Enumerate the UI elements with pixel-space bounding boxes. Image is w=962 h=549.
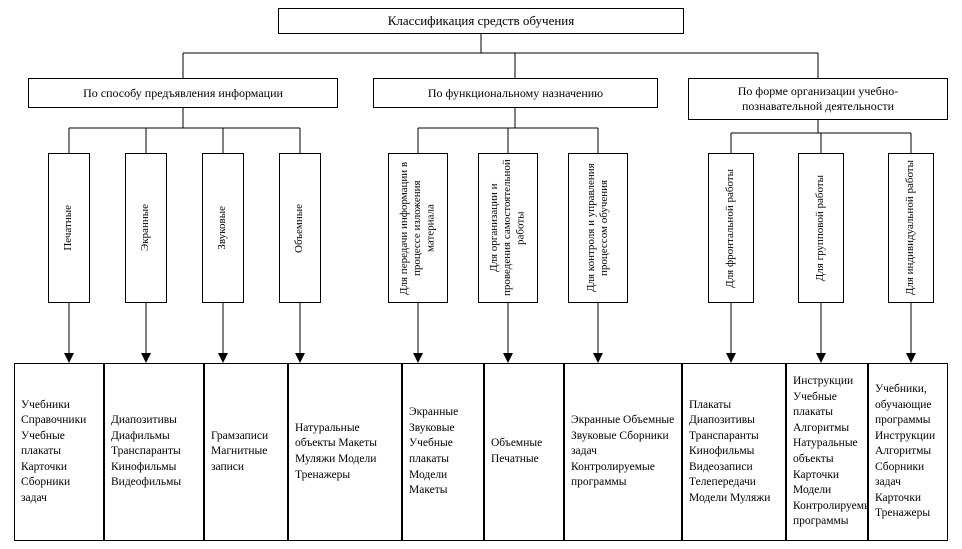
classification-diagram: Классификация средств обучения По способ… (8, 8, 954, 541)
leaf-3: Натуральные объекты Макеты Муляжи Модели… (288, 363, 402, 541)
category-label: По функциональному назначению (428, 86, 603, 101)
leaf-6: Экранные Объемные Звуковые Сборники зада… (564, 363, 682, 541)
leaf-2: Грамзаписи Магнитные записи (204, 363, 288, 541)
subcat-label: Для групповой работы (814, 175, 827, 281)
category-2: По форме организации учебно- познаватель… (688, 78, 948, 120)
leaf-text: Натуральные объекты Макеты Муляжи Модели… (295, 421, 395, 483)
subcat-2: Звуковые (202, 153, 244, 303)
subcat-label: Объемные (293, 204, 306, 253)
category-label: По способу предъявления информации (83, 86, 283, 101)
leaf-text: Диапозитивы Диафильмы Транспаранты Киноф… (111, 413, 197, 491)
subcat-6: Для контроля и управления процессом обуч… (568, 153, 628, 303)
leaf-text: Грамзаписи Магнитные записи (211, 429, 281, 476)
root-node: Классификация средств обучения (278, 8, 684, 34)
leaf-text: Учебники Справочники Учебные плакаты Кар… (21, 398, 97, 507)
leaf-text: Объемные Печатные (491, 436, 557, 467)
leaf-4: Экранные Звуковые Учебные плакаты Модели… (402, 363, 484, 541)
subcat-label: Для индивидуальной работы (904, 160, 917, 295)
leaf-text: Плакаты Диапозитивы Транспаранты Кинофил… (689, 398, 779, 507)
leaf-5: Объемные Печатные (484, 363, 564, 541)
subcat-label: Для фронтальной работы (724, 169, 737, 288)
subcat-label: Звуковые (216, 206, 229, 250)
leaf-text: Экранные Объемные Звуковые Сборники зада… (571, 413, 675, 491)
leaf-9: Учебники, обучающие программы Инструкции… (868, 363, 948, 541)
subcat-label: Для передачи информации в процессе излож… (398, 158, 438, 298)
subcat-label: Экранные (139, 204, 152, 251)
subcat-7: Для фронтальной работы (708, 153, 754, 303)
category-label: По форме организации учебно- познаватель… (738, 84, 899, 114)
leaf-8: Инструкции Учебные плакаты Алгоритмы Нат… (786, 363, 868, 541)
leaf-text: Инструкции Учебные плакаты Алгоритмы Нат… (793, 374, 861, 529)
subcat-8: Для групповой работы (798, 153, 844, 303)
leaf-1: Диапозитивы Диафильмы Транспаранты Киноф… (104, 363, 204, 541)
category-0: По способу предъявления информации (28, 78, 338, 108)
subcat-5: Для организации и проведения самостоятел… (478, 153, 538, 303)
subcat-1: Экранные (125, 153, 167, 303)
leaf-text: Экранные Звуковые Учебные плакаты Модели… (409, 405, 477, 498)
root-label: Классификация средств обучения (388, 13, 574, 29)
leaf-text: Учебники, обучающие программы Инструкции… (875, 382, 941, 522)
subcat-3: Объемные (279, 153, 321, 303)
subcat-label: Для организации и проведения самостоятел… (488, 158, 528, 298)
leaf-0: Учебники Справочники Учебные плакаты Кар… (14, 363, 104, 541)
category-1: По функциональному назначению (373, 78, 658, 108)
subcat-label: Для контроля и управления процессом обуч… (585, 158, 611, 298)
subcat-0: Печатные (48, 153, 90, 303)
leaf-7: Плакаты Диапозитивы Транспаранты Кинофил… (682, 363, 786, 541)
subcat-label: Печатные (62, 205, 75, 251)
subcat-9: Для индивидуальной работы (888, 153, 934, 303)
subcat-4: Для передачи информации в процессе излож… (388, 153, 448, 303)
